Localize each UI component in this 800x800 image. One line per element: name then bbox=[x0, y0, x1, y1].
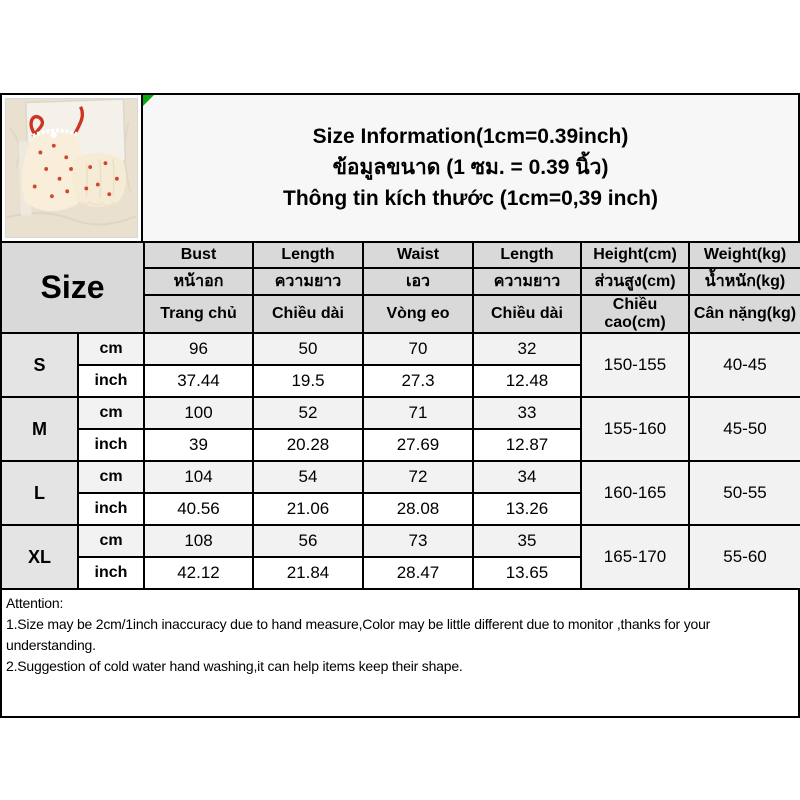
cell-m-inch-length: 20.28 bbox=[252, 428, 364, 462]
title-english: Size Information(1cm=0.39inch) bbox=[312, 125, 629, 148]
col-bust-th: หน้าอก bbox=[143, 267, 254, 296]
cell-m-cm-length2: 33 bbox=[472, 396, 582, 430]
cell-s-inch-waist: 27.3 bbox=[362, 364, 474, 398]
col-waist-en: Waist bbox=[362, 241, 474, 269]
size-label-m: M bbox=[0, 396, 79, 462]
row-xl-inch: inch 42.12 21.84 28.47 13.65 bbox=[1, 556, 800, 590]
attention-note: Attention: 1.Size may be 2cm/1inch inacc… bbox=[0, 590, 800, 718]
col-waist-th: เอว bbox=[362, 267, 474, 296]
unit-cm: cm bbox=[77, 460, 145, 494]
cell-l-cm-bust: 104 bbox=[143, 460, 254, 494]
title-block: Size Information(1cm=0.39inch) ข้อมูลขนา… bbox=[0, 93, 800, 241]
cell-s-inch-length: 19.5 bbox=[252, 364, 364, 398]
attention-line-1: 1.Size may be 2cm/1inch inaccuracy due t… bbox=[6, 616, 711, 653]
cell-l-inch-length: 21.06 bbox=[252, 492, 364, 526]
cell-xl-inch-bust: 42.12 bbox=[143, 556, 254, 590]
title-vietnamese: Thông tin kích thước (1cm=0,39 inch) bbox=[283, 187, 658, 210]
size-chart-sheet: Size Information(1cm=0.39inch) ข้อมูลขนา… bbox=[0, 93, 800, 718]
size-information-title: Size Information(1cm=0.39inch) ข้อมูลขนา… bbox=[143, 95, 798, 241]
cell-s-inch-bust: 37.44 bbox=[143, 364, 254, 398]
header-row-th: หน้าอก ความยาว เอว ความยาว ส่วนสูง(cm) น… bbox=[1, 267, 800, 296]
cell-s-cm-length: 50 bbox=[252, 332, 364, 366]
row-l-cm: L cm 104 54 72 34 160-165 50-55 bbox=[0, 460, 800, 526]
col-length2-en: Length bbox=[472, 241, 582, 269]
row-l-inch: inch 40.56 21.06 28.08 13.26 bbox=[1, 492, 800, 526]
cell-xl-cm-length: 56 bbox=[252, 524, 364, 558]
col-waist-vi: Vòng eo bbox=[362, 294, 474, 334]
unit-cm: cm bbox=[77, 524, 145, 558]
cell-s-height: 150-155 bbox=[580, 332, 690, 398]
size-label-l: L bbox=[0, 460, 79, 526]
col-length2-th: ความยาว bbox=[472, 267, 582, 296]
col-height-vi: Chiều cao(cm) bbox=[580, 294, 690, 334]
unit-inch: inch bbox=[77, 364, 145, 398]
col-length2-vi: Chiều dài bbox=[472, 294, 582, 334]
title-thai: ข้อมูลขนาด (1 ซม. = 0.39 นิ้ว) bbox=[332, 156, 609, 179]
cell-xl-height: 165-170 bbox=[580, 524, 690, 590]
cell-xl-inch-waist: 28.47 bbox=[362, 556, 474, 590]
unit-cm: cm bbox=[77, 332, 145, 366]
row-s-cm: S cm 96 50 70 32 150-155 40-45 bbox=[0, 332, 800, 398]
cell-l-cm-length2: 34 bbox=[472, 460, 582, 494]
attention-heading: Attention: bbox=[6, 595, 64, 611]
cell-xl-weight: 55-60 bbox=[688, 524, 800, 590]
cell-l-inch-bust: 40.56 bbox=[143, 492, 254, 526]
attention-line-2: 2.Suggestion of cold water hand washing,… bbox=[6, 658, 463, 674]
size-header-cell: Size bbox=[0, 241, 145, 334]
cell-xl-inch-length: 21.84 bbox=[252, 556, 364, 590]
cell-m-cm-bust: 100 bbox=[143, 396, 254, 430]
product-photo-cell bbox=[2, 95, 143, 241]
cell-xl-cm-length2: 35 bbox=[472, 524, 582, 558]
unit-cm: cm bbox=[77, 396, 145, 430]
cell-l-cm-length: 54 bbox=[252, 460, 364, 494]
cell-l-height: 160-165 bbox=[580, 460, 690, 526]
row-m-cm: M cm 100 52 71 33 155-160 45-50 bbox=[0, 396, 800, 462]
col-bust-vi: Trang chủ bbox=[143, 294, 254, 334]
cell-s-weight: 40-45 bbox=[688, 332, 800, 398]
cell-l-cm-waist: 72 bbox=[362, 460, 474, 494]
col-weight-en: Weight(kg) bbox=[688, 241, 800, 269]
cell-m-cm-waist: 71 bbox=[362, 396, 474, 430]
cell-s-cm-bust: 96 bbox=[143, 332, 254, 366]
row-xl-cm: XL cm 108 56 73 35 165-170 55-60 bbox=[0, 524, 800, 590]
cell-s-cm-waist: 70 bbox=[362, 332, 474, 366]
size-label-xl: XL bbox=[0, 524, 79, 590]
size-label-s: S bbox=[0, 332, 79, 398]
col-length-th: ความยาว bbox=[252, 267, 364, 296]
cell-xl-cm-waist: 73 bbox=[362, 524, 474, 558]
corner-marker-icon bbox=[143, 95, 154, 106]
cell-l-inch-length2: 13.26 bbox=[472, 492, 582, 526]
col-length-en: Length bbox=[252, 241, 364, 269]
cell-m-cm-length: 52 bbox=[252, 396, 364, 430]
col-height-en: Height(cm) bbox=[580, 241, 690, 269]
cell-l-inch-waist: 28.08 bbox=[362, 492, 474, 526]
row-s-inch: inch 37.44 19.5 27.3 12.48 bbox=[1, 364, 800, 398]
col-height-th: ส่วนสูง(cm) bbox=[580, 267, 690, 296]
size-table: Size Bust Length Waist Length Height(cm)… bbox=[0, 241, 800, 590]
cell-m-inch-waist: 27.69 bbox=[362, 428, 474, 462]
header-row-en: Size Bust Length Waist Length Height(cm)… bbox=[0, 241, 800, 334]
row-m-inch: inch 39 20.28 27.69 12.87 bbox=[1, 428, 800, 462]
cell-s-cm-length2: 32 bbox=[472, 332, 582, 366]
unit-inch: inch bbox=[77, 556, 145, 590]
cell-m-inch-bust: 39 bbox=[143, 428, 254, 462]
cell-s-inch-length2: 12.48 bbox=[472, 364, 582, 398]
unit-inch: inch bbox=[77, 428, 145, 462]
cell-xl-cm-bust: 108 bbox=[143, 524, 254, 558]
product-photo bbox=[5, 98, 138, 238]
cell-m-inch-length2: 12.87 bbox=[472, 428, 582, 462]
col-weight-vi: Cân nặng(kg) bbox=[688, 294, 800, 334]
cell-m-height: 155-160 bbox=[580, 396, 690, 462]
cell-l-weight: 50-55 bbox=[688, 460, 800, 526]
cell-xl-inch-length2: 13.65 bbox=[472, 556, 582, 590]
header-row-vi: Trang chủ Chiều dài Vòng eo Chiều dài Ch… bbox=[1, 294, 800, 334]
unit-inch: inch bbox=[77, 492, 145, 526]
col-weight-th: น้ำหนัก(kg) bbox=[688, 267, 800, 296]
col-length-vi: Chiều dài bbox=[252, 294, 364, 334]
col-bust-en: Bust bbox=[143, 241, 254, 269]
cell-m-weight: 45-50 bbox=[688, 396, 800, 462]
